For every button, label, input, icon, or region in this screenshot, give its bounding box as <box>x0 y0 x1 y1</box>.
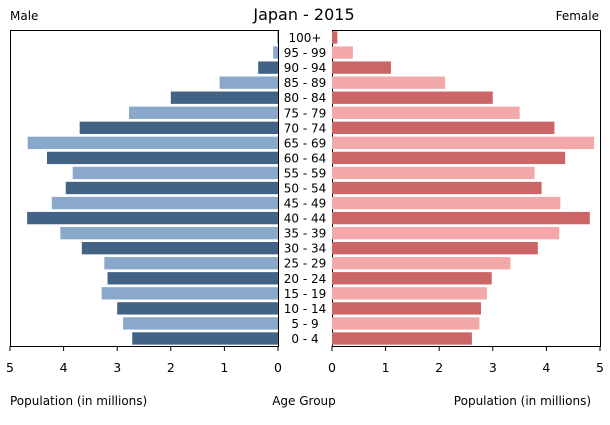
female-bar <box>332 242 538 255</box>
female-bar <box>332 91 493 104</box>
age-group-label: 20 - 24 <box>284 272 327 286</box>
age-group-label: 85 - 89 <box>284 76 327 90</box>
female-bar <box>332 317 480 330</box>
male-bar <box>104 257 278 270</box>
male-bar <box>219 76 278 89</box>
male-bar <box>65 181 279 195</box>
male-bar <box>123 317 278 330</box>
age-group-label: 75 - 79 <box>284 106 327 120</box>
female-bar <box>332 181 542 195</box>
female-bar <box>332 166 535 180</box>
age-group-label: 45 - 49 <box>284 197 327 211</box>
male-label: Male <box>10 9 38 23</box>
x-tick-label: 4 <box>542 360 550 375</box>
age-group-label: 100+ <box>289 31 322 45</box>
female-x-axis-label: Population (in millions) <box>454 394 591 408</box>
male-bar <box>101 287 278 300</box>
male-bar <box>277 31 278 44</box>
x-tick-label: 0 <box>328 360 336 375</box>
male-bar <box>27 136 278 150</box>
male-bar <box>107 272 278 285</box>
age-group-label: 65 - 69 <box>284 136 327 150</box>
x-tick-label: 2 <box>435 360 443 375</box>
female-bars <box>332 31 595 345</box>
female-bar <box>332 31 338 44</box>
x-tick-label: 4 <box>60 360 68 375</box>
male-bar <box>60 226 278 240</box>
x-tick-label: 5 <box>6 360 14 375</box>
female-bar <box>332 226 560 240</box>
female-bar <box>332 272 492 285</box>
female-bar <box>332 121 555 134</box>
female-bar <box>332 257 511 270</box>
female-bar <box>332 196 561 210</box>
x-tick-label: 1 <box>382 360 390 375</box>
female-label: Female <box>556 9 599 23</box>
male-plot-frame <box>10 30 279 347</box>
male-bar <box>27 211 279 225</box>
age-group-label: 60 - 64 <box>284 151 327 165</box>
male-bar <box>79 121 279 134</box>
male-x-axis-label: Population (in millions) <box>10 394 147 408</box>
x-tick-label: 3 <box>113 360 121 375</box>
male-bar <box>117 302 278 315</box>
age-group-label: 40 - 44 <box>284 212 327 226</box>
age-group-label: 90 - 94 <box>284 61 327 75</box>
male-bar <box>273 46 278 59</box>
age-group-label: 95 - 99 <box>284 46 327 60</box>
x-tick-label: 2 <box>167 360 175 375</box>
x-tick-label: 0 <box>274 360 282 375</box>
x-axis-ticks: 5 4 3 2 1 0 0 1 2 3 4 5 <box>6 346 604 375</box>
chart-title: Japan - 2015 <box>252 5 354 24</box>
male-bar <box>128 106 278 119</box>
age-group-label: 80 - 84 <box>284 91 327 105</box>
female-bar <box>332 332 472 345</box>
female-bar <box>332 46 353 59</box>
female-bar <box>332 106 520 119</box>
age-axis-label: Age Group <box>272 394 336 408</box>
female-bar <box>332 302 482 315</box>
female-bar <box>332 136 595 150</box>
male-bar <box>46 151 279 165</box>
age-group-label: 35 - 39 <box>284 227 327 241</box>
female-bar <box>332 211 590 225</box>
male-bar <box>81 242 278 255</box>
age-group-label: 70 - 74 <box>284 121 327 135</box>
male-bar <box>170 91 278 104</box>
age-group-label: 5 - 9 <box>291 317 318 331</box>
male-bar <box>258 61 278 74</box>
male-bar <box>72 166 279 180</box>
age-group-label: 15 - 19 <box>284 287 327 301</box>
x-tick-label: 3 <box>489 360 497 375</box>
male-bar <box>132 332 278 345</box>
male-bars <box>27 31 279 345</box>
age-group-label: 10 - 14 <box>284 302 327 316</box>
age-group-label: 0 - 4 <box>291 332 318 346</box>
x-tick-label: 1 <box>220 360 228 375</box>
age-group-label: 30 - 34 <box>284 242 327 256</box>
age-group-label: 50 - 54 <box>284 182 327 196</box>
female-bar <box>332 61 391 74</box>
female-bar <box>332 287 487 300</box>
male-bar <box>51 196 279 210</box>
age-group-label: 55 - 59 <box>284 166 327 180</box>
x-tick-label: 5 <box>596 360 604 375</box>
age-group-label: 25 - 29 <box>284 257 327 271</box>
female-bar <box>332 151 566 165</box>
female-bar <box>332 76 446 89</box>
